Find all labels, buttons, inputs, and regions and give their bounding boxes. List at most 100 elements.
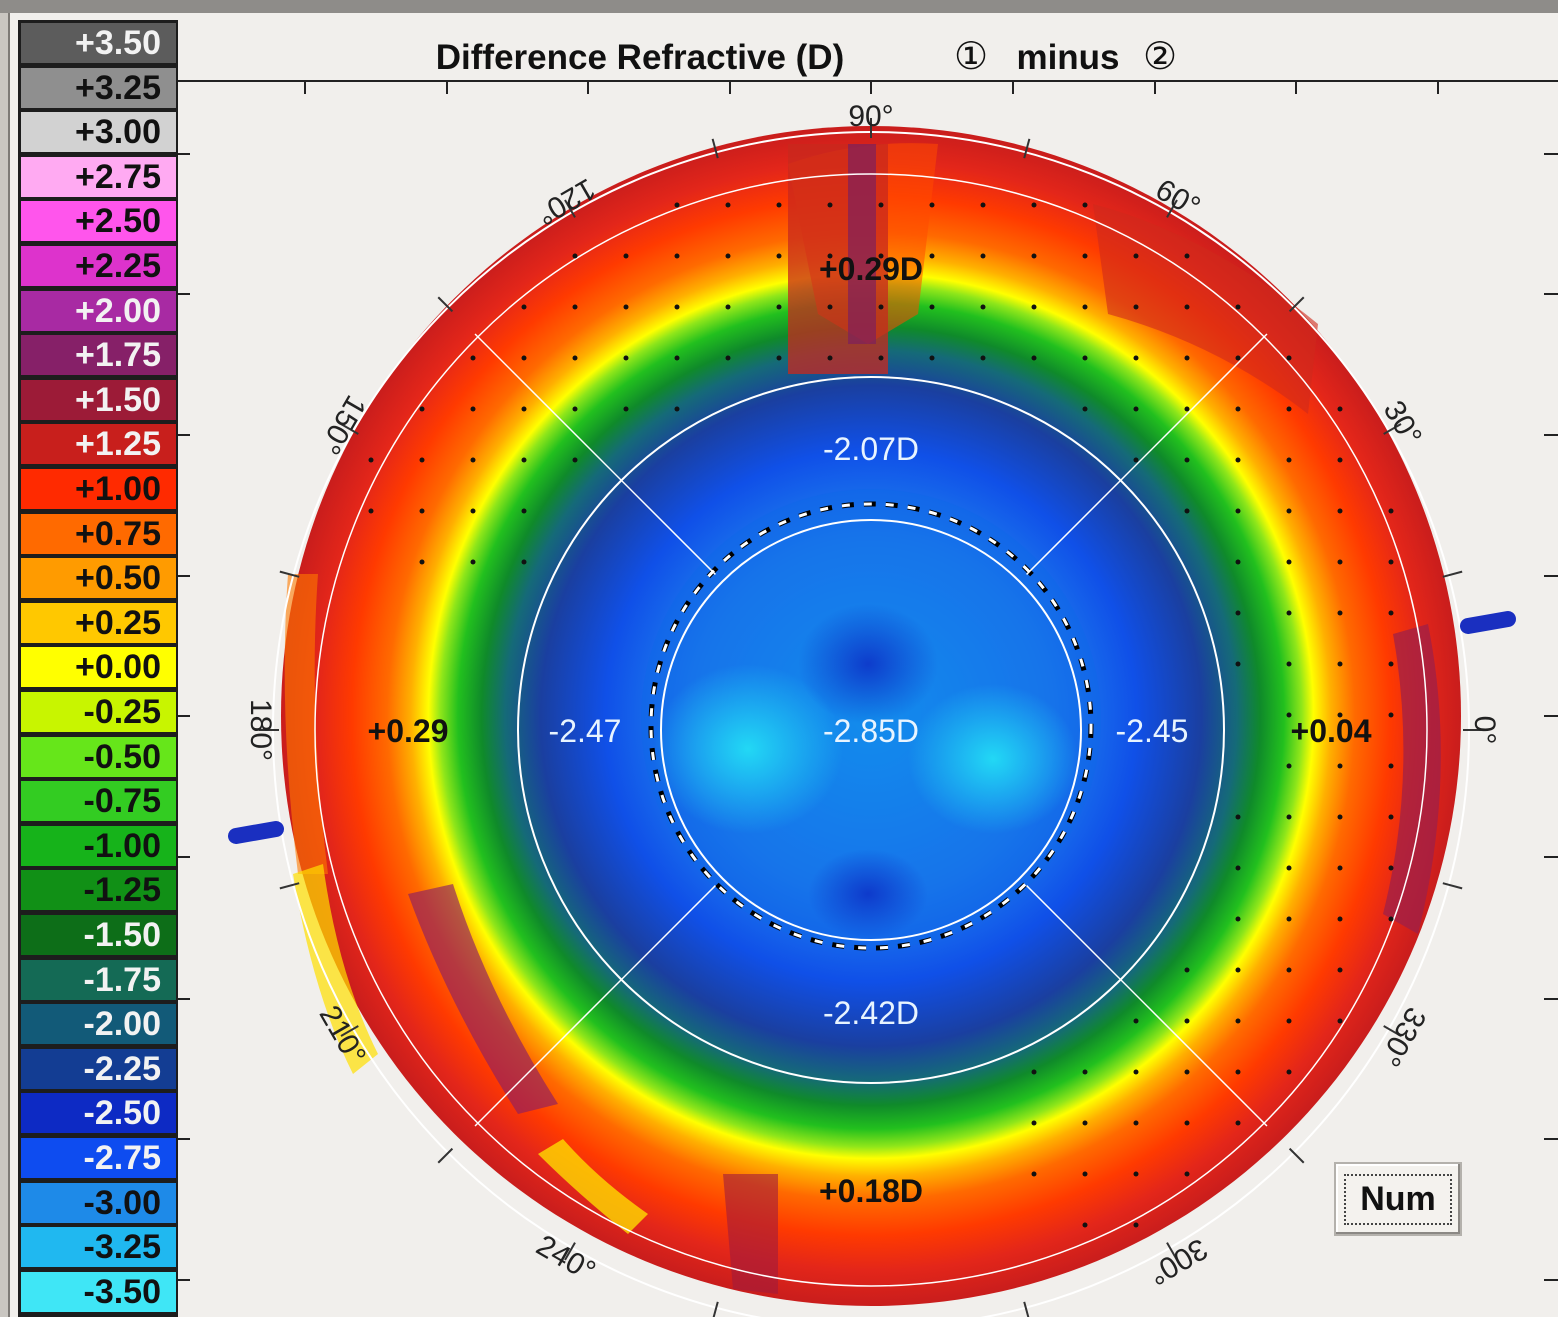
grid-dot: [725, 304, 731, 310]
legend-swatch: +1.25: [21, 424, 176, 465]
legend-swatch: -2.75: [21, 1138, 176, 1178]
upper-purple-streak: [848, 144, 876, 344]
grid-dot: [1286, 763, 1292, 769]
value-top: +0.29D: [819, 251, 923, 287]
top-axis-ticks: [304, 81, 1439, 94]
grid-dot: [1133, 406, 1139, 412]
grid-dot: [470, 355, 476, 361]
grid-dot: [419, 406, 425, 412]
grid-dot: [1337, 916, 1343, 922]
rim-tick: [1166, 1242, 1178, 1261]
grid-dot: [1082, 253, 1088, 259]
rim-tick: [1442, 882, 1463, 890]
grid-dot: [1235, 865, 1241, 871]
value-right-outer: +0.04: [1291, 713, 1372, 749]
color-scale-legend: +3.50 +3.25 +3.00 +2.75 +2.50 +2.25 +2.00 +1.75…: [18, 20, 178, 1317]
legend-swatch: -0.25: [21, 692, 176, 732]
map-one-symbol: ①: [954, 36, 988, 78]
legend-swatch: -2.50: [21, 1093, 176, 1134]
grid-dot: [1337, 967, 1343, 973]
grid-dot: [1388, 661, 1394, 667]
grid-dot: [1133, 1069, 1139, 1075]
legend-swatch: +2.00: [21, 290, 176, 331]
grid-dot: [1235, 610, 1241, 616]
grid-dot: [623, 406, 629, 412]
grid-dot: [929, 355, 935, 361]
grid-dots: [368, 202, 1394, 1228]
left-yellow-edge: [293, 864, 378, 1074]
grid-dot: [1286, 457, 1292, 463]
grid-dot: [1286, 712, 1292, 718]
grid-dot: [1184, 1171, 1190, 1177]
legend-swatch: -3.25: [21, 1227, 176, 1268]
left-orange-edge: [284, 574, 328, 874]
grid-dot: [1337, 661, 1343, 667]
limbus-circle: [314, 173, 1428, 1287]
rim-tick: [564, 199, 576, 218]
grid-dot: [1337, 610, 1343, 616]
grid-dot: [1337, 712, 1343, 718]
grid-dot: [1031, 1069, 1037, 1075]
inner-reference-circle: [660, 519, 1082, 941]
legend-swatch: -1.50: [21, 915, 176, 955]
grid-dot: [1235, 1069, 1241, 1075]
central-upper-dark: [798, 604, 938, 724]
legend-swatch: -3.50: [21, 1271, 176, 1312]
meridian-line: [474, 885, 716, 1127]
meridian-line: [474, 333, 716, 575]
grid-dot: [1184, 967, 1190, 973]
rim-tick: [711, 138, 719, 159]
grid-dot: [1286, 559, 1292, 565]
legend-swatch: -1.25: [21, 870, 176, 911]
grid-dot: [1235, 814, 1241, 820]
angle-label: 240°: [531, 1229, 601, 1289]
legend-swatch: +2.75: [21, 156, 176, 197]
window-left-edge: [0, 13, 10, 1317]
grid-dot: [827, 304, 833, 310]
grid-dot: [368, 457, 374, 463]
grid-dot: [1235, 1018, 1241, 1024]
grid-dot: [1031, 202, 1037, 208]
grid-dot: [1082, 1171, 1088, 1177]
legend-swatch: +3.00: [21, 112, 176, 153]
bottom-purple-streak: [723, 1174, 778, 1294]
legend-swatch: +1.75: [21, 335, 176, 376]
grid-dot: [623, 355, 629, 361]
grid-dot: [419, 457, 425, 463]
grid-dot: [1286, 406, 1292, 412]
grid-dot: [572, 406, 578, 412]
grid-dot: [929, 253, 935, 259]
grid-dot: [1286, 661, 1292, 667]
grid-dot: [776, 202, 782, 208]
grid-dot: [1235, 1120, 1241, 1126]
grid-dot: [1286, 865, 1292, 871]
central-lower-dark: [808, 849, 928, 939]
value-center: -2.85D: [823, 713, 919, 749]
legend-swatch: +3.25: [21, 67, 176, 108]
legend-swatch: +0.75: [21, 513, 176, 554]
angle-label: 330°: [1373, 1002, 1433, 1072]
grid-dot: [572, 304, 578, 310]
legend-swatch: +3.50: [21, 23, 176, 63]
map-minus-label: minus: [1016, 38, 1119, 77]
grid-dot: [1235, 661, 1241, 667]
grid-dot: [1082, 1222, 1088, 1228]
grid-dot: [878, 253, 884, 259]
grid-dot: [1082, 202, 1088, 208]
grid-dot: [1031, 304, 1037, 310]
grid-dot: [1133, 304, 1139, 310]
grid-dot: [470, 508, 476, 514]
rim-tick: [279, 570, 300, 578]
meridian-lines: [474, 333, 1268, 1127]
grid-dot: [1286, 508, 1292, 514]
grid-dot: [1388, 712, 1394, 718]
legend-swatch: +2.25: [21, 246, 176, 286]
grid-dot: [1235, 406, 1241, 412]
grid-dot: [1184, 406, 1190, 412]
num-button[interactable]: Num: [1334, 1162, 1462, 1236]
grid-dot: [572, 457, 578, 463]
rim-tick: [1023, 1301, 1030, 1317]
value-bottom: +0.18D: [819, 1173, 923, 1209]
value-right-inner: -2.45: [1116, 713, 1189, 749]
grid-dot: [674, 253, 680, 259]
